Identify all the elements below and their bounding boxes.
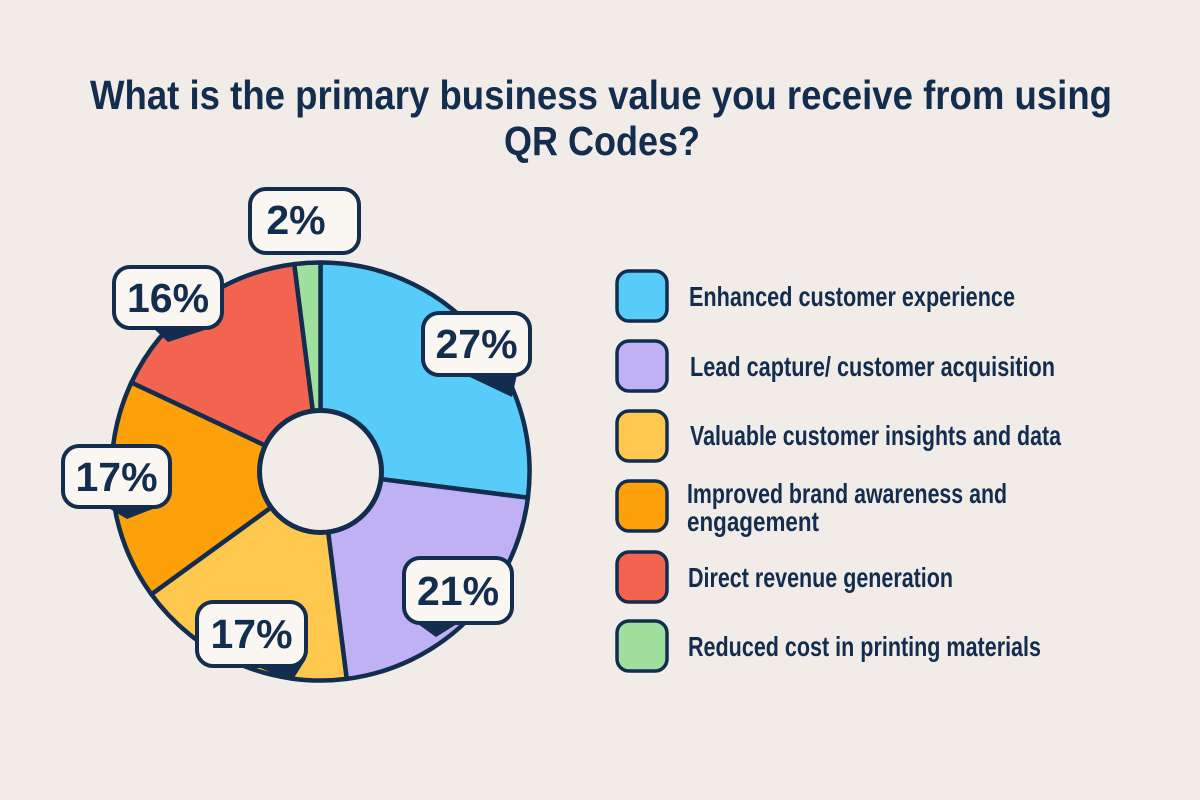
svg-text:Direct revenue generation: Direct revenue generation	[688, 562, 953, 593]
svg-text:Enhanced customer experience: Enhanced customer experience	[689, 281, 1015, 312]
svg-text:Improved brand awareness and: Improved brand awareness and	[687, 478, 1007, 509]
svg-text:16%: 16%	[127, 275, 209, 321]
svg-text:Reduced cost in printing mater: Reduced cost in printing materials	[688, 631, 1041, 662]
svg-text:engagement: engagement	[687, 506, 819, 537]
svg-text:QR Codes?: QR Codes?	[504, 118, 700, 164]
svg-text:17%: 17%	[210, 611, 292, 657]
svg-text:Valuable customer insights and: Valuable customer insights and data	[690, 420, 1061, 451]
svg-text:2%: 2%	[266, 197, 325, 243]
svg-text:21%: 21%	[417, 568, 499, 614]
svg-text:What is the primary business v: What is the primary business value you r…	[90, 72, 1112, 118]
svg-text:Lead capture/ customer acquisi: Lead capture/ customer acquisition	[690, 351, 1055, 382]
svg-text:27%: 27%	[435, 321, 517, 367]
svg-text:17%: 17%	[75, 454, 157, 500]
